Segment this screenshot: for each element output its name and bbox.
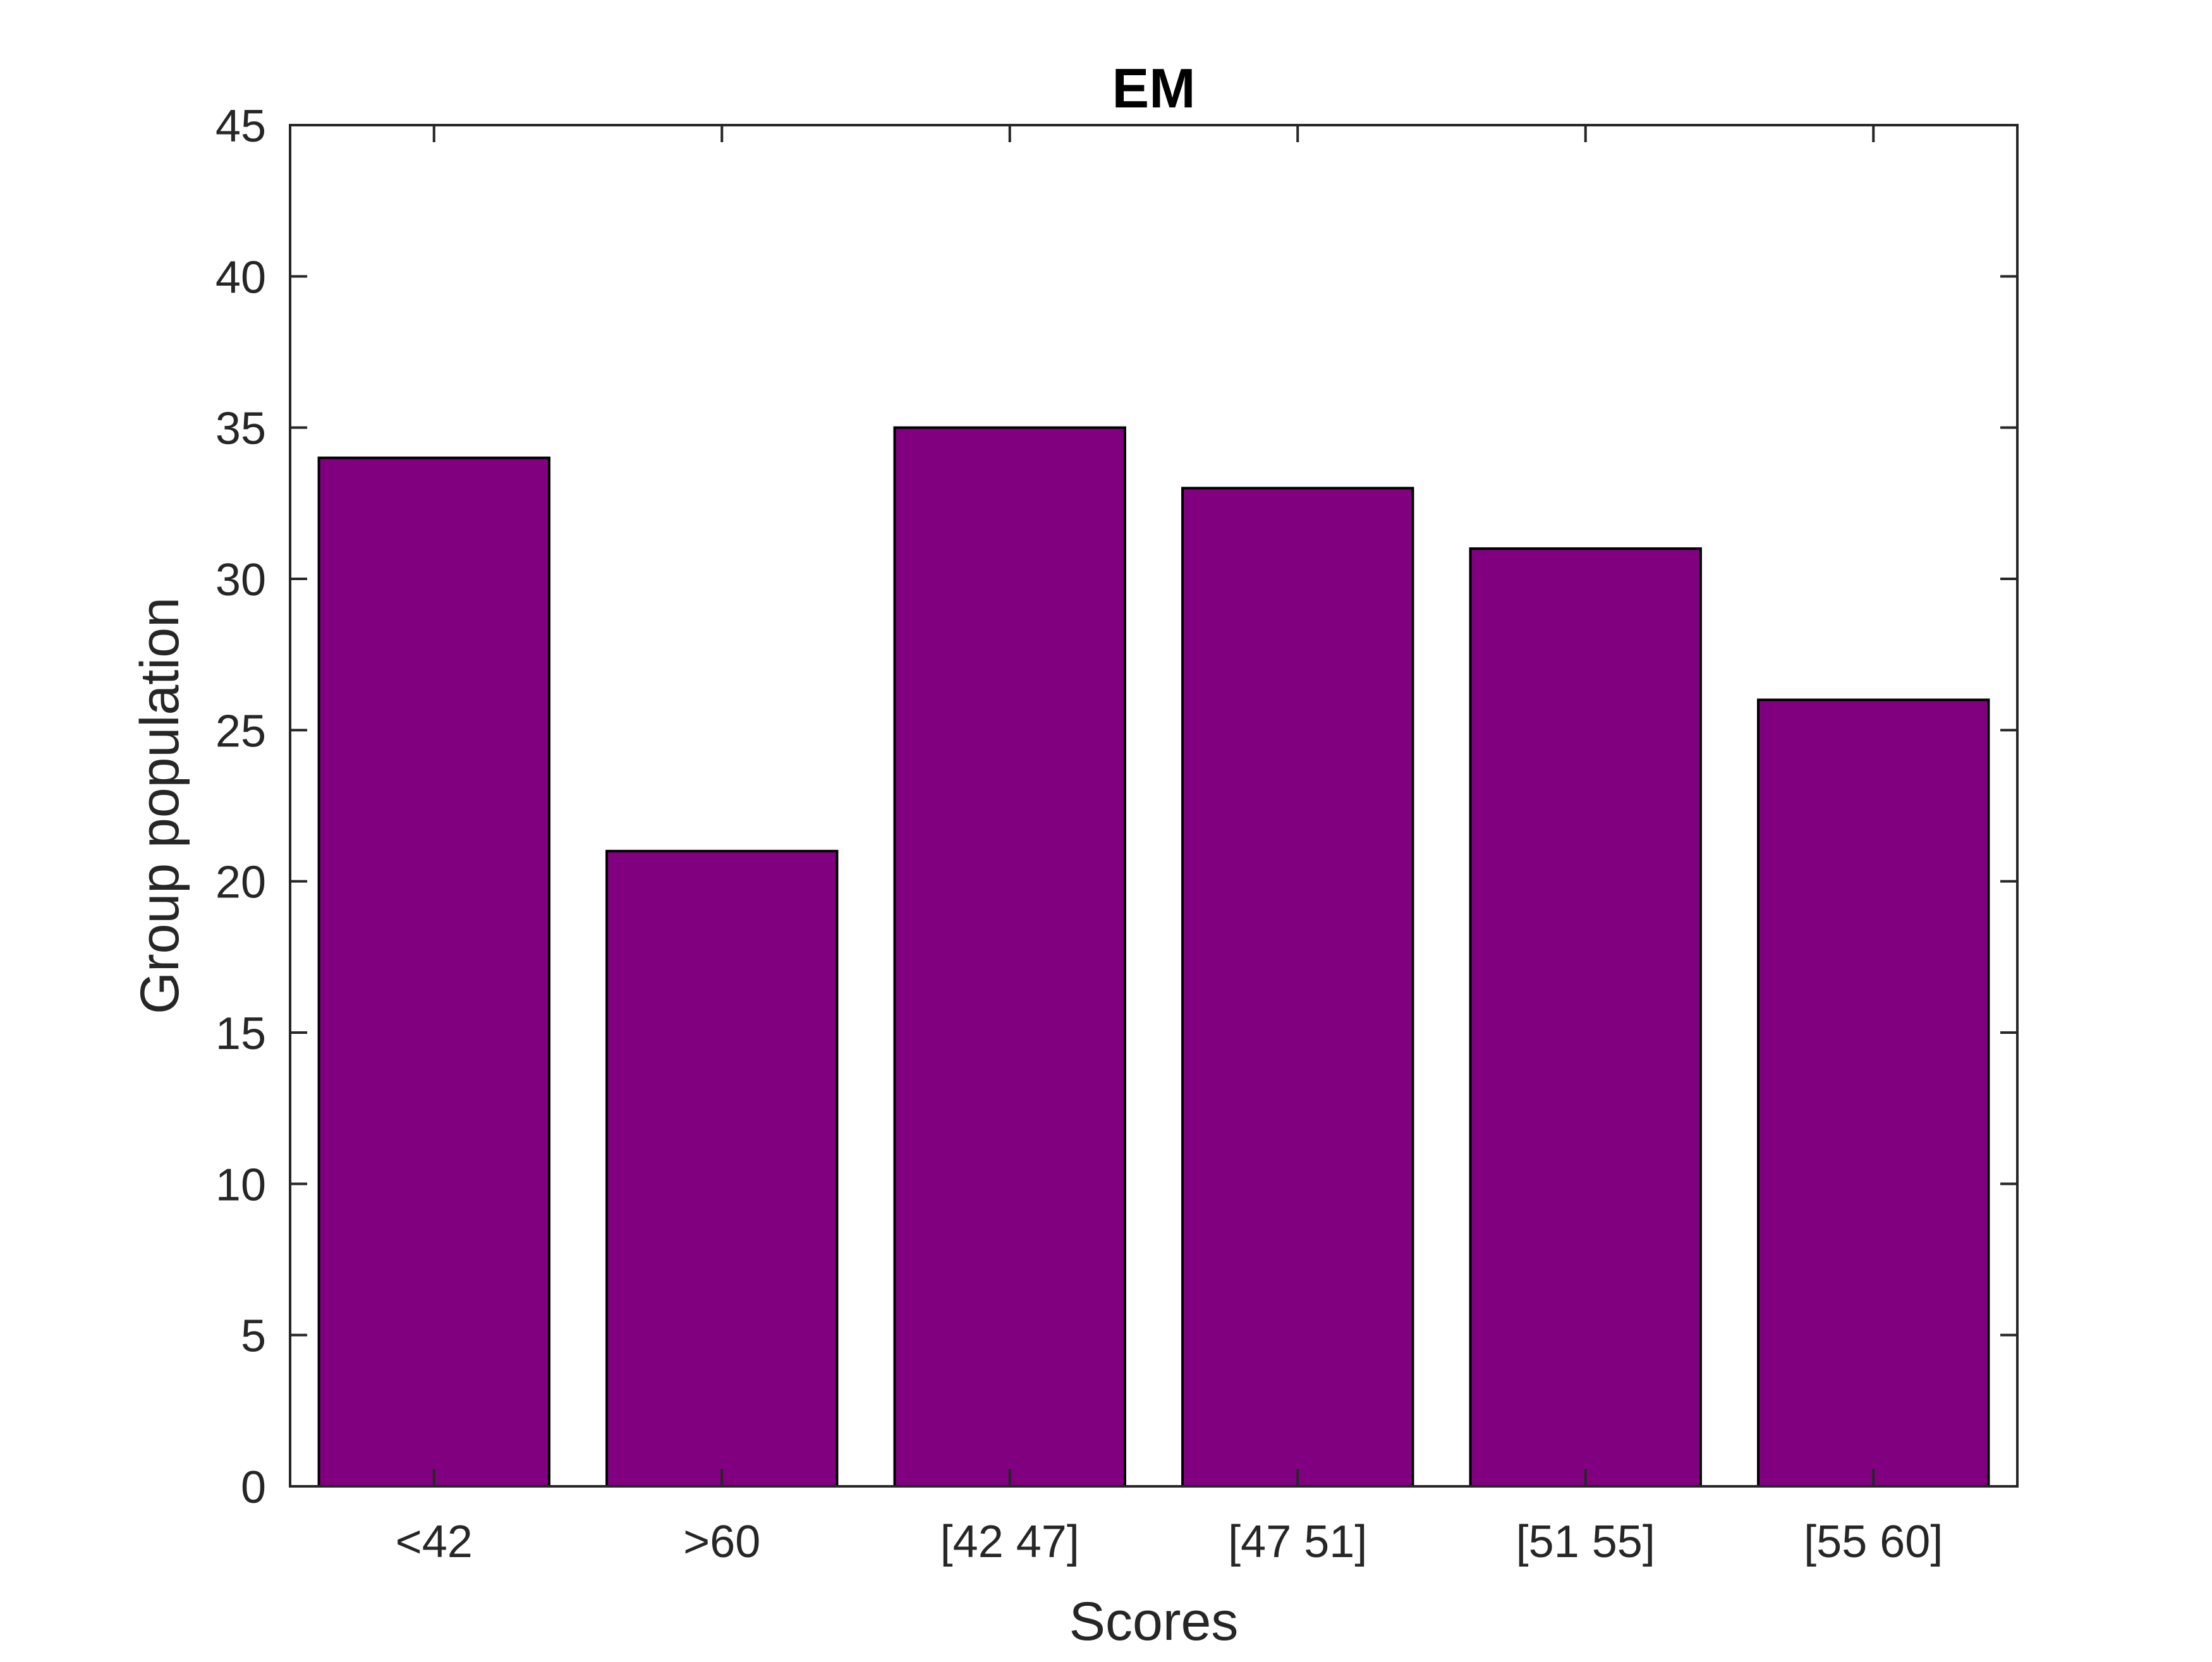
x-tick-label: >60 [683,1517,760,1567]
y-tick-label: 5 [241,1311,266,1362]
x-tick-label: [55 60] [1804,1517,1943,1567]
bar-5 [1757,698,1990,1488]
x-tick-label: [42 47] [940,1517,1079,1567]
x-axis-label: Scores [1069,1591,1239,1652]
y-tick-label: 20 [216,858,266,908]
y-tick-label: 0 [241,1462,266,1513]
y-tick-label: 30 [216,555,266,605]
bar-2 [893,426,1126,1488]
bars-layer [317,426,1990,1488]
y-tick-label: 10 [216,1160,266,1210]
y-tick-label: 25 [216,706,266,756]
x-tick-label: [51 55] [1516,1517,1655,1567]
y-tick-label: 35 [216,404,266,454]
y-tick-label: 15 [216,1009,266,1059]
x-tick-label: <42 [396,1517,473,1567]
bar-1 [605,849,839,1488]
y-tick-label: 40 [216,252,266,303]
y-axis-label: Group population [130,597,190,1014]
bar-4 [1469,547,1702,1488]
axes-box [289,124,2019,1488]
chart-title: EM [1112,57,1196,119]
y-tick-label: 45 [216,101,266,152]
labels-layer: <42 >60 [42 47] [47 51] [51 55] [55 60] 0 5 10 15… [216,101,1943,1567]
bar-3 [1181,487,1414,1488]
bar-0 [317,456,550,1488]
x-tick-label: [47 51] [1228,1517,1367,1567]
